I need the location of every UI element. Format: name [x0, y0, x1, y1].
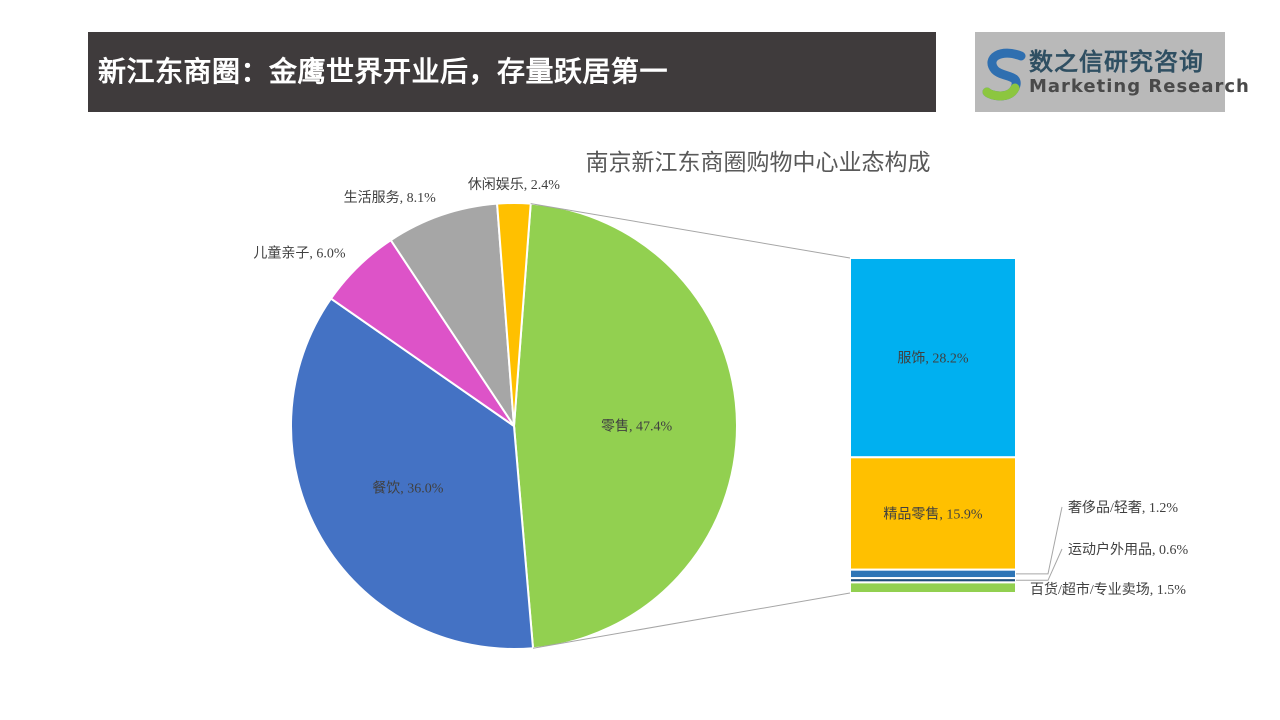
- pie-slice: [512, 202, 738, 650]
- bar-data-label: 百货/超市/专业卖场, 1.5%: [1030, 581, 1186, 598]
- bar-data-label: 精品零售, 15.9%: [883, 507, 982, 523]
- logo-s-icon: [982, 48, 1026, 101]
- pie-slice: [289, 297, 535, 650]
- connector-line-top: [530, 203, 851, 259]
- pie-data-label: 餐饮, 36.0%: [372, 480, 443, 496]
- page-title: 新江东商圈：金鹰世界开业后，存量跃居第一: [98, 55, 669, 88]
- pie-data-label: 儿童亲子, 6.0%: [253, 245, 345, 262]
- pie-slice: [389, 202, 516, 430]
- pie-data-label: 休闲娱乐, 2.4%: [468, 177, 560, 193]
- header-bar: 新江东商圈：金鹰世界开业后，存量跃居第一: [88, 32, 936, 112]
- chart-title: 南京新江东商圈购物中心业态构成: [585, 150, 931, 176]
- bar-data-label: 服饰, 28.2%: [897, 351, 968, 367]
- connector-line-bottom: [532, 592, 851, 649]
- leader-line: [1016, 548, 1063, 581]
- bar-segment: [849, 257, 1017, 459]
- logo-subtitle: Marketing Research: [1029, 76, 1250, 97]
- logo-name: 数之信研究咨询: [1029, 47, 1204, 76]
- bar-data-label: 奢侈品/轻奢, 1.2%: [1068, 500, 1178, 516]
- company-logo: 数之信研究咨询 Marketing Research: [975, 32, 1249, 112]
- pie-data-label: 生活服务, 8.1%: [344, 190, 436, 206]
- leader-line: [1016, 506, 1063, 575]
- bar-segment: [849, 581, 1017, 595]
- bar-segment: [849, 456, 1017, 571]
- bar-segment: [849, 568, 1017, 580]
- pie-data-label: 零售, 47.4%: [601, 418, 672, 434]
- bar-data-label: 运动户外用品, 0.6%: [1068, 541, 1188, 558]
